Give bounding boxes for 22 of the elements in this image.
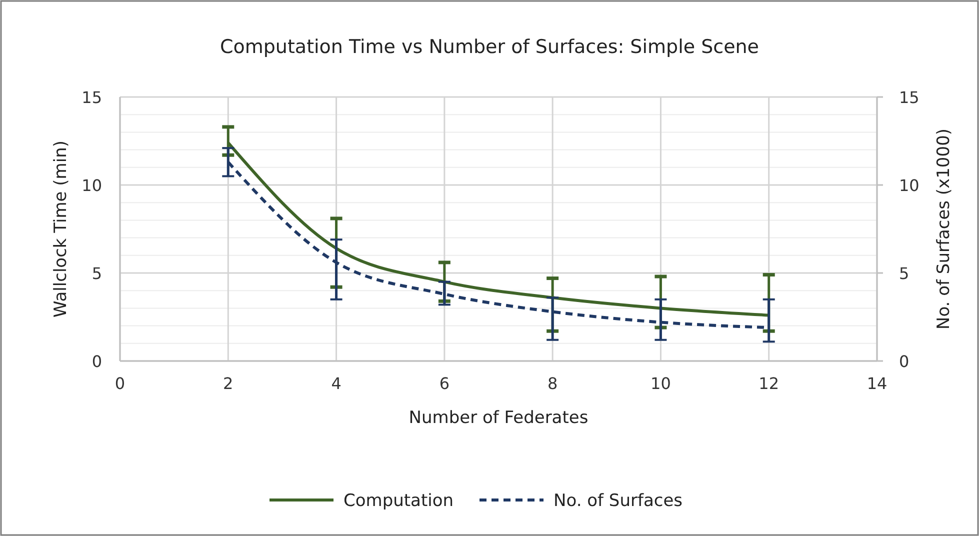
legend-label: Computation [344,491,454,511]
x-tick-label: 6 [439,374,450,393]
x-tick-label: 8 [547,374,558,393]
y2-tick-label: 5 [899,264,910,283]
y2-tick-label: 15 [899,88,920,107]
y-tick-label: 15 [82,88,102,107]
legend-label: No. of Surfaces [554,491,683,511]
x-tick-label: 4 [331,374,342,393]
x-axis-title: Number of Federates [408,408,588,428]
x-tick-label: 12 [758,374,780,393]
y-tick-label: 5 [92,264,102,283]
x-tick-label: 2 [223,374,234,393]
y-tick-label: 10 [82,176,102,195]
chart-title: Computation Time vs Number of Surfaces: Simple Scene [220,36,760,58]
y-tick-label: 0 [92,352,102,371]
y-axis-title: Wallclock Time (min) [51,140,71,318]
x-tick-label: 14 [866,374,888,393]
y2-tick-label: 10 [899,176,920,195]
x-tick-label: 0 [114,374,126,393]
x-tick-label: 10 [650,374,671,393]
y2-tick-label: 0 [899,352,910,371]
y2-axis-title: No. of Surfaces (x1000) [934,128,954,330]
